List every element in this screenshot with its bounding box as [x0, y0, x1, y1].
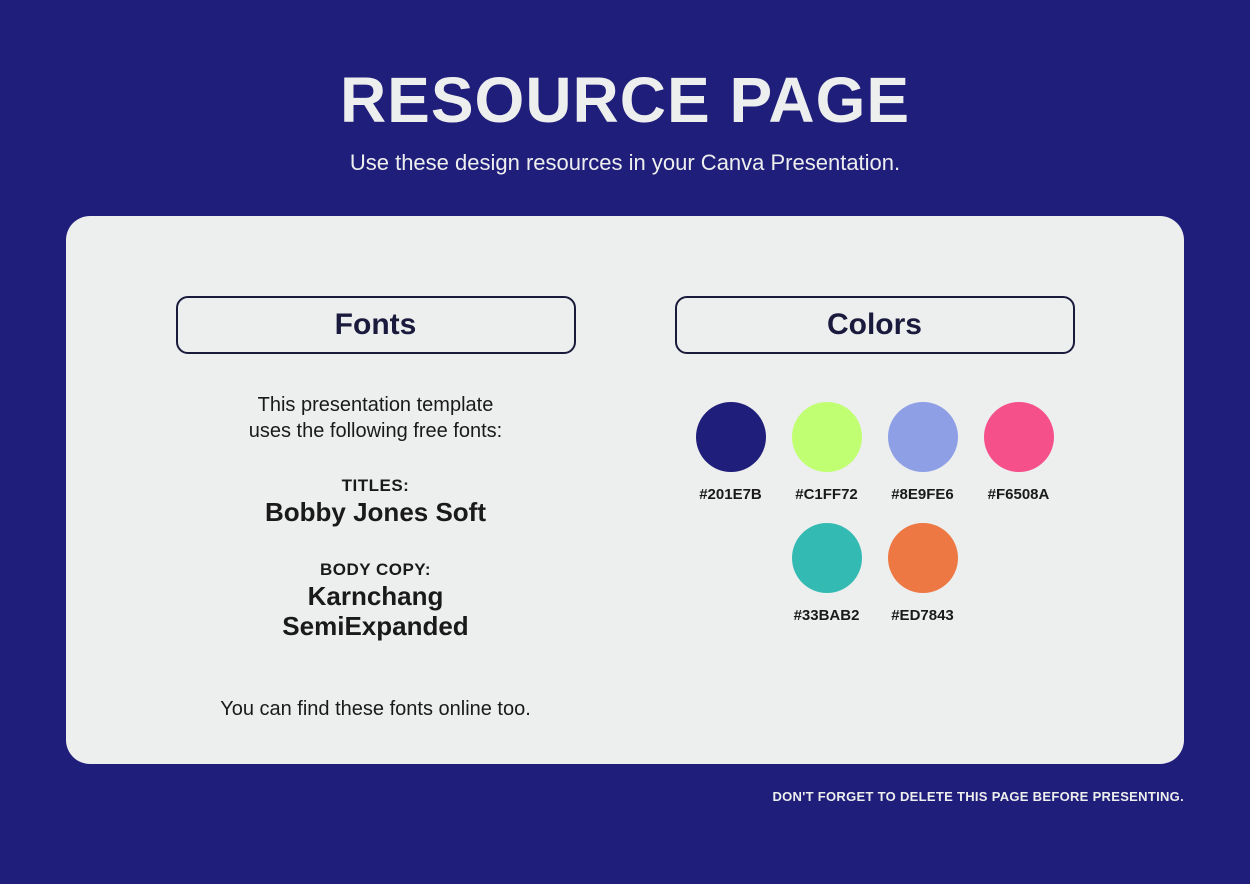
- page-subtitle: Use these design resources in your Canva…: [0, 150, 1250, 176]
- swatch-grid: #201E7B #C1FF72 #8E9FE6 #F6508A #33BAB2 …: [675, 402, 1075, 624]
- swatch-item: #8E9FE6: [884, 402, 962, 503]
- color-swatch-icon: [984, 402, 1054, 472]
- content-card: Fonts This presentation template uses th…: [66, 216, 1184, 764]
- fonts-intro-line1: This presentation template: [249, 392, 502, 418]
- swatch-label: #F6508A: [988, 486, 1050, 503]
- page-title: RESOURCE PAGE: [0, 68, 1250, 132]
- colors-section-label: Colors: [675, 296, 1075, 354]
- titles-label: TITLES:: [265, 476, 486, 496]
- titles-font-group: TITLES: Bobby Jones Soft: [265, 476, 486, 528]
- swatch-item: #33BAB2: [788, 523, 866, 624]
- fonts-section-label: Fonts: [176, 296, 576, 354]
- swatch-item: #ED7843: [884, 523, 962, 624]
- swatch-item: #F6508A: [980, 402, 1058, 503]
- color-swatch-icon: [792, 523, 862, 593]
- body-font-group: BODY COPY: Karnchang SemiExpanded: [282, 560, 468, 642]
- body-font-line1: Karnchang: [282, 582, 468, 612]
- page-header: RESOURCE PAGE Use these design resources…: [0, 0, 1250, 176]
- color-swatch-icon: [792, 402, 862, 472]
- swatch-label: #33BAB2: [794, 607, 860, 624]
- swatch-item: #C1FF72: [788, 402, 866, 503]
- body-font-line2: SemiExpanded: [282, 612, 468, 642]
- color-swatch-icon: [888, 402, 958, 472]
- footer-note: DON'T FORGET TO DELETE THIS PAGE BEFORE …: [772, 789, 1184, 804]
- fonts-intro: This presentation template uses the foll…: [249, 392, 502, 444]
- color-swatch-icon: [696, 402, 766, 472]
- swatch-item: #201E7B: [692, 402, 770, 503]
- colors-column: Colors #201E7B #C1FF72 #8E9FE6 #F6508A #…: [625, 296, 1124, 724]
- fonts-column: Fonts This presentation template uses th…: [126, 296, 625, 724]
- body-font-name: Karnchang SemiExpanded: [282, 582, 468, 642]
- fonts-footer: You can find these fonts online too.: [220, 698, 531, 721]
- swatch-label: #201E7B: [699, 486, 762, 503]
- swatch-label: #ED7843: [891, 607, 954, 624]
- color-swatch-icon: [888, 523, 958, 593]
- swatch-label: #8E9FE6: [891, 486, 954, 503]
- swatch-label: #C1FF72: [795, 486, 858, 503]
- fonts-intro-line2: uses the following free fonts:: [249, 418, 502, 444]
- titles-font-name: Bobby Jones Soft: [265, 498, 486, 528]
- body-label: BODY COPY:: [282, 560, 468, 580]
